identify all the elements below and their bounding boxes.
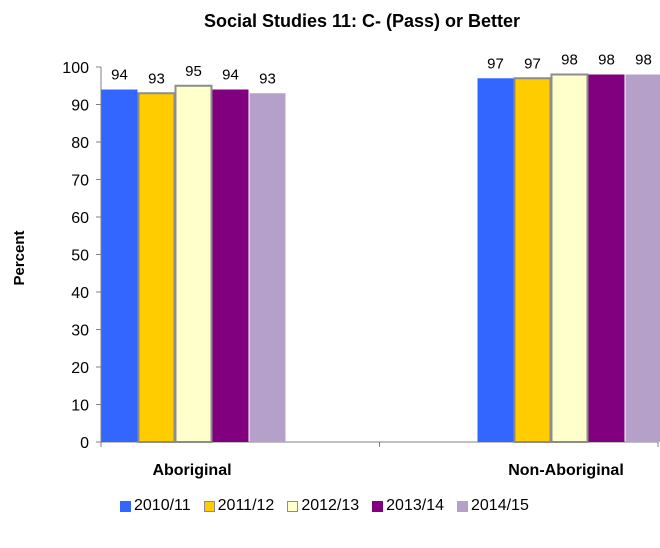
- bar-2010-11-aboriginal: [101, 89, 138, 442]
- bar-2013-14-non-aboriginal: [588, 74, 625, 442]
- legend: 2010/11 2011/12 2012/13 2013/14 2014/15: [120, 494, 660, 518]
- legend-swatch: [457, 500, 468, 512]
- data-label: 97: [487, 55, 504, 72]
- data-label: 98: [561, 52, 578, 69]
- data-label: 98: [598, 52, 615, 69]
- data-label: 97: [524, 55, 541, 72]
- legend-swatch: [372, 500, 384, 512]
- data-label: 94: [111, 67, 128, 84]
- data-label: 98: [635, 52, 652, 69]
- bar-2010-11-non-aboriginal: [477, 78, 514, 442]
- y-tick-label: 50: [71, 248, 89, 265]
- y-tick-label: 20: [71, 360, 89, 377]
- legend-item: 2013/14: [372, 497, 444, 515]
- legend-label: 2014/15: [471, 497, 529, 514]
- bar-2011-12-aboriginal: [137, 92, 176, 443]
- y-tick-label: 80: [71, 135, 89, 152]
- y-tick-label: 30: [71, 323, 89, 340]
- legend-item: 2010/11: [120, 497, 191, 515]
- bar-2012-13-non-aboriginal: [550, 73, 589, 443]
- legend-item: 2011/12: [203, 497, 275, 515]
- bar-2013-14-aboriginal: [212, 89, 249, 442]
- x-category-label: Non-Aboriginal: [508, 462, 624, 479]
- data-label: 95: [185, 63, 202, 80]
- y-tick-label: 60: [71, 210, 89, 227]
- legend-item: 2014/15: [457, 497, 529, 515]
- bar-2014-15-non-aboriginal: [625, 74, 660, 442]
- legend-label: 2010/11: [134, 497, 191, 514]
- chart-title: Social Studies 11: C- (Pass) or Better: [204, 11, 520, 31]
- legend-item: 2012/13: [287, 497, 359, 515]
- y-tick-label: 0: [80, 435, 89, 452]
- y-tick-label: 10: [71, 398, 89, 415]
- y-tick-label: 70: [71, 173, 89, 190]
- bar-2011-12-non-aboriginal: [513, 77, 552, 443]
- x-category-label: Aboriginal: [152, 462, 231, 479]
- data-label: 93: [148, 70, 165, 87]
- legend-label: 2012/13: [301, 497, 360, 514]
- y-axis-label: Percent: [11, 230, 28, 285]
- y-tick-label: 40: [71, 285, 89, 302]
- bar-2012-13-aboriginal: [174, 84, 213, 443]
- y-tick-label: 90: [71, 98, 89, 115]
- legend-swatch: [120, 500, 131, 512]
- data-label: 94: [222, 67, 239, 84]
- legend-swatch: [287, 500, 299, 512]
- legend-label: 2013/14: [386, 497, 444, 514]
- plot-area: 0 10 20 30 40 50 60 70 80 90 100 Aboriginal Non-Abor…: [62, 52, 660, 479]
- data-label: 93: [259, 70, 276, 87]
- y-tick-label: 100: [62, 60, 89, 77]
- legend-swatch: [203, 500, 215, 512]
- bar-2014-15-aboriginal: [249, 93, 286, 442]
- legend-label: 2011/12: [217, 497, 275, 514]
